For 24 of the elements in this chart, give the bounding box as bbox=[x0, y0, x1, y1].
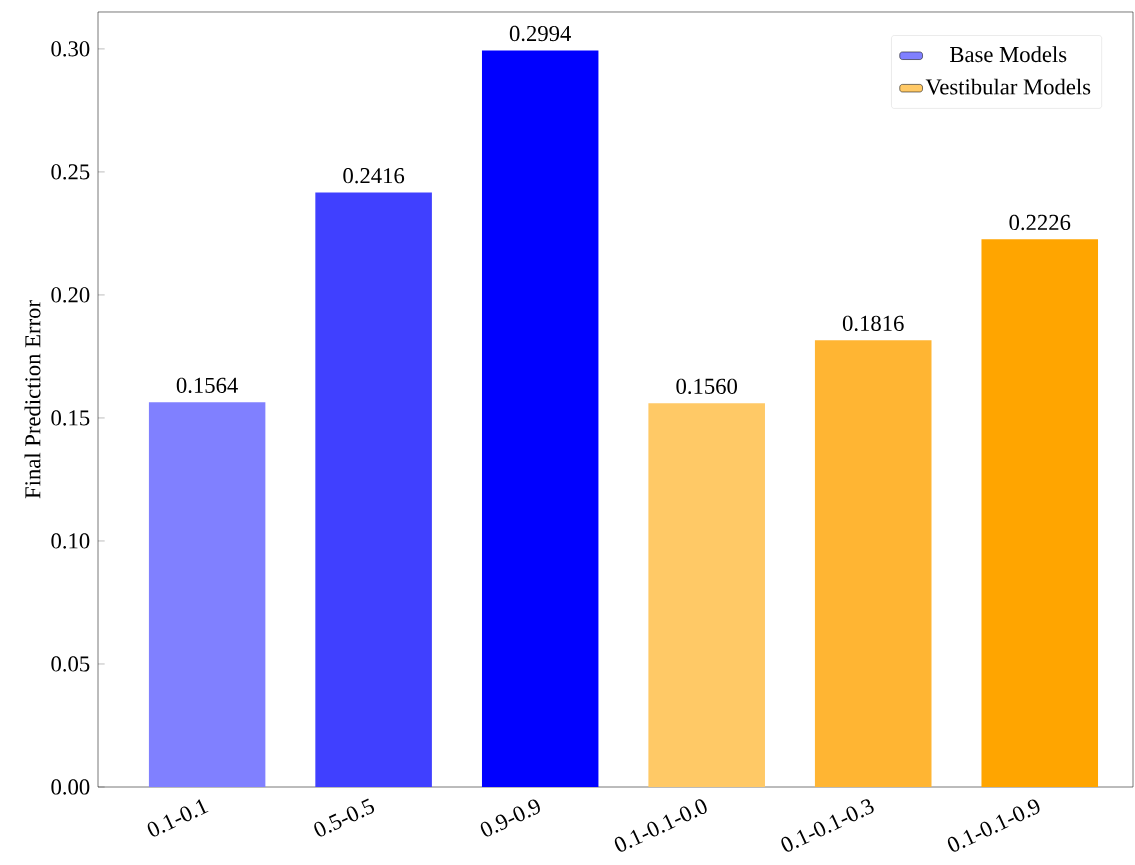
legend-label: Vestibular Models bbox=[925, 78, 1091, 95]
y-axis-title: Final Prediction Error bbox=[24, 300, 41, 499]
y-tick-label: 0.30 bbox=[51, 41, 90, 57]
y-tick-label: 0.00 bbox=[51, 779, 90, 795]
x-tick-label: 0.9-0.9 bbox=[480, 799, 540, 837]
y-tick-label: 0.25 bbox=[51, 164, 90, 180]
data-label: 0.2226 bbox=[1009, 214, 1071, 231]
data-label: 0.2416 bbox=[343, 168, 405, 184]
data-label: 0.1816 bbox=[842, 315, 904, 332]
bar bbox=[648, 403, 765, 787]
y-tick-label: 0.10 bbox=[51, 533, 90, 549]
data-label: 0.1564 bbox=[176, 377, 238, 394]
y-tick-label: 0.05 bbox=[51, 656, 90, 672]
y-tick-label: 0.20 bbox=[51, 287, 90, 303]
bar bbox=[148, 402, 266, 787]
bar bbox=[814, 340, 932, 787]
x-tick-label: 0.1-0.1 bbox=[147, 799, 209, 837]
data-label: 0.1560 bbox=[676, 378, 737, 395]
legend-label: Base Models bbox=[950, 46, 1067, 63]
bar bbox=[481, 50, 599, 787]
y-tick-label: 0.15 bbox=[51, 410, 90, 426]
data-label: 0.2994 bbox=[509, 25, 571, 42]
bar bbox=[315, 192, 432, 787]
bar bbox=[981, 239, 1099, 787]
